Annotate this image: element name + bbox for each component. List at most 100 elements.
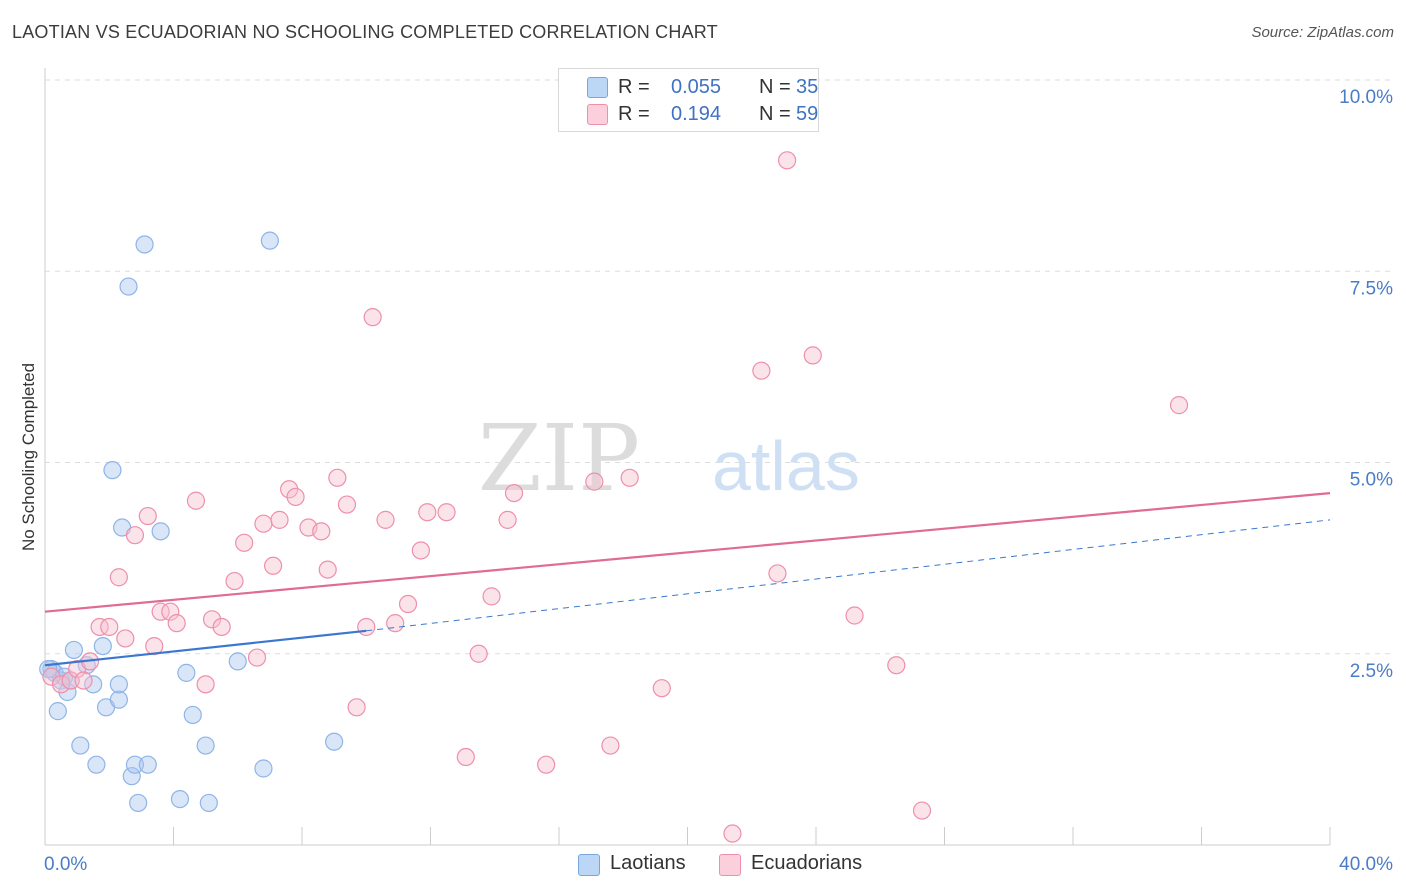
- laotians-point: [122, 767, 141, 786]
- ecuadorians-point: [138, 506, 157, 526]
- ecuadorians-point: [212, 617, 231, 637]
- ecuadorians-point: [585, 472, 604, 491]
- y-tick-label: 5.0%: [1350, 470, 1393, 491]
- ecuadorians-point: [376, 510, 395, 529]
- ecuadorians-point: [270, 510, 289, 529]
- ecuadorians-point: [116, 629, 135, 648]
- ecuadorians-point: [337, 495, 357, 514]
- ecuadorians-point: [51, 675, 71, 694]
- watermark-atlas: atlas: [712, 427, 860, 505]
- y-axis-label: No Schooling Completed: [19, 363, 38, 551]
- y-tick-label: 7.5%: [1350, 278, 1393, 299]
- laotians-point: [138, 755, 157, 774]
- ecuadorians-point: [803, 346, 822, 365]
- series-laotians: [39, 231, 344, 813]
- trend-lines: [44, 492, 1331, 667]
- ecuadorians-point: [469, 644, 488, 663]
- ecuadorians-point: [318, 560, 337, 579]
- ecuadorians-point: [161, 602, 180, 621]
- ecuadorians-point: [225, 571, 244, 591]
- ecuadorians-legend-swatch: [719, 854, 741, 876]
- laotians-point: [119, 277, 138, 296]
- ecuadorians-point: [263, 556, 283, 575]
- n-value: 35: [796, 76, 819, 98]
- x-tick-label-min: 0.0%: [44, 854, 87, 875]
- laotians-point: [254, 759, 273, 778]
- r-label: R =: [618, 76, 650, 98]
- ecuadorians-point: [456, 747, 475, 767]
- ecuadorians-point: [347, 698, 366, 717]
- laotians-point: [129, 793, 148, 813]
- legend-label-ecuadorians: Ecuadorians: [751, 852, 863, 874]
- ecuadorians-point: [100, 617, 119, 637]
- ecuadorians-point: [125, 526, 145, 545]
- ecuadorians-point: [777, 151, 797, 170]
- ecuadorians-point: [1169, 396, 1189, 415]
- ecuadorians-point: [286, 487, 305, 507]
- n-value: 59: [796, 103, 819, 125]
- series-legend: Laotians Ecuadorians: [0, 852, 1406, 878]
- laotians-point: [135, 235, 154, 254]
- laotians-point: [183, 705, 202, 725]
- ecuadorians-point: [482, 587, 501, 606]
- laotians-point: [260, 231, 279, 250]
- ecuadorians-point: [61, 671, 80, 690]
- ecuadorians-point: [109, 568, 128, 587]
- data-points: [39, 151, 1189, 843]
- laotians-point: [87, 755, 106, 774]
- ecuadorians-point: [723, 824, 742, 843]
- ecuadorians-point: [411, 541, 430, 560]
- ecuadorians-point: [498, 510, 517, 529]
- laotians-point: [199, 793, 218, 813]
- laotians-point: [325, 732, 344, 751]
- ecuadorians-point: [42, 667, 61, 686]
- ecuadorians-point: [620, 468, 639, 487]
- laotians-point: [103, 461, 122, 480]
- chart-title: LAOTIAN VS ECUADORIAN NO SCHOOLING COMPL…: [12, 22, 718, 42]
- ecuadorians-swatch: [587, 104, 608, 125]
- ecuadorians-point: [186, 491, 206, 510]
- series-ecuadorians: [42, 151, 1189, 843]
- y-tick-label: 2.5%: [1350, 661, 1393, 682]
- laotians-point: [48, 702, 67, 721]
- laotians-point: [228, 652, 247, 671]
- x-tick-label-max: 40.0%: [1339, 854, 1393, 875]
- ecuadorians-point: [312, 522, 331, 541]
- r-value: 0.194: [670, 103, 722, 125]
- ecuadorians-point: [235, 533, 254, 552]
- laotians-point: [151, 522, 170, 541]
- ecuadorians-point: [151, 602, 170, 621]
- ecuadorians-point: [504, 484, 524, 503]
- n-label: N =: [759, 76, 791, 98]
- ecuadorians-point: [398, 594, 418, 614]
- laotians-swatch: [587, 77, 608, 98]
- laotians-point: [125, 755, 145, 774]
- ecuadorians-point: [247, 648, 267, 667]
- laotians-trend-extension: [366, 519, 1331, 632]
- laotians-point: [109, 690, 128, 709]
- axes: [44, 68, 1331, 846]
- ecuadorians-point: [90, 617, 109, 637]
- ecuadorians-point: [437, 503, 456, 522]
- ecuadorians-point: [386, 614, 405, 633]
- ecuadorians-point: [196, 675, 215, 694]
- r-value: 0.055: [670, 76, 722, 98]
- ecuadorians-point: [912, 801, 932, 820]
- ecuadorians-point: [652, 679, 671, 698]
- stats-legend: R = 0.055 N = 35 R = 0.194 N = 59: [558, 68, 819, 132]
- r-label: R =: [618, 103, 650, 125]
- ecuadorians-point: [167, 614, 186, 633]
- ecuadorians-point: [768, 564, 787, 583]
- tick-labels: 2.5% 5.0% 7.5% 10.0% 0.0% 40.0%: [44, 87, 1393, 875]
- watermark-zip: ZIP: [478, 405, 640, 512]
- ecuadorians-point: [537, 755, 556, 774]
- ecuadorians-point: [328, 468, 347, 487]
- laotians-point: [177, 663, 196, 682]
- ecuadorians-point: [357, 617, 376, 637]
- ecuadorians-point: [202, 610, 222, 629]
- legend-label-laotians: Laotians: [610, 852, 686, 874]
- laotians-point: [64, 640, 84, 660]
- laotians-legend-swatch: [578, 854, 600, 876]
- ecuadorians-point: [887, 656, 906, 675]
